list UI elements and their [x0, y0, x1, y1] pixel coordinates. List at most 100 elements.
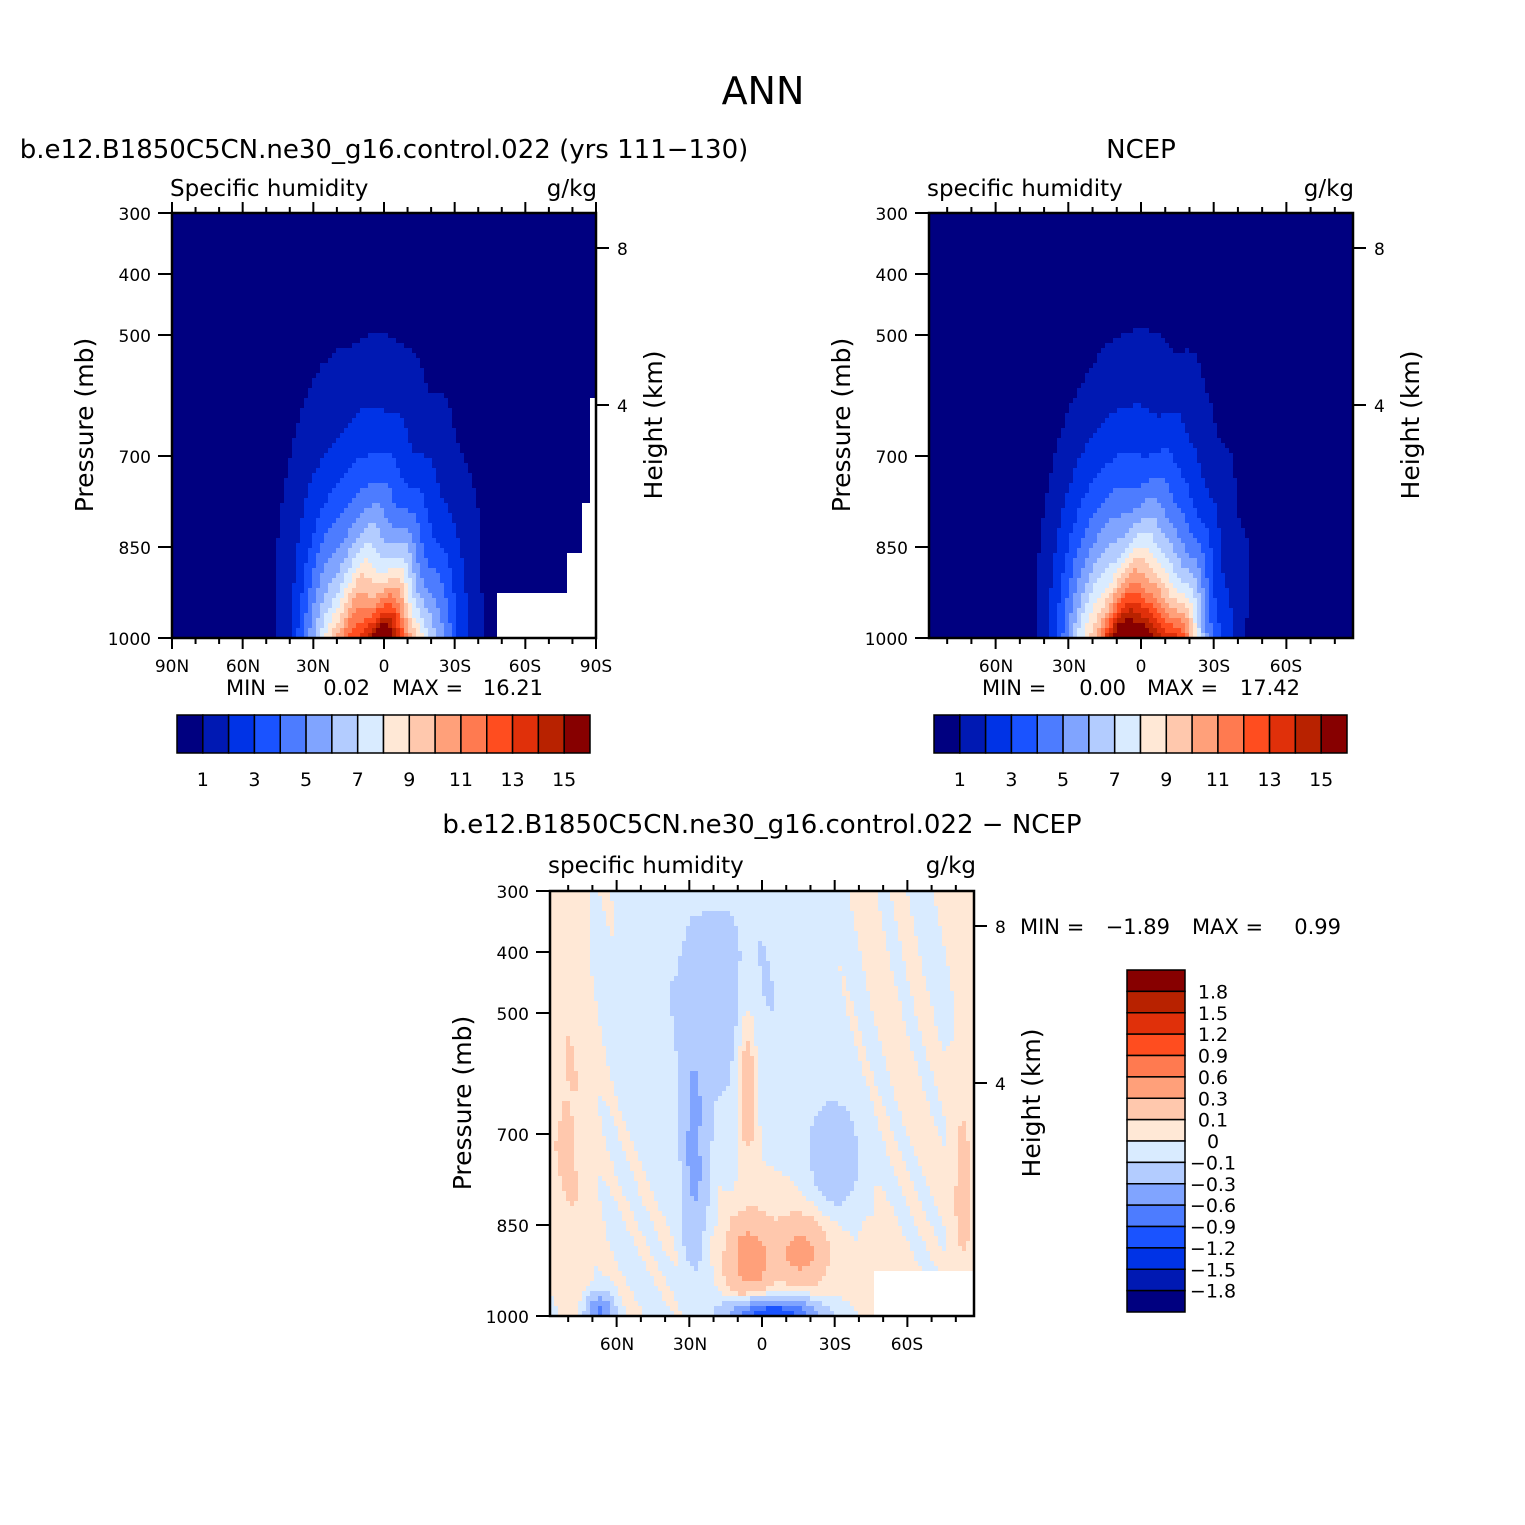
contour-cell: [914, 1051, 927, 1057]
contour-cell: [826, 1231, 851, 1237]
contour-cell: [950, 986, 975, 992]
contour-cell: [710, 1176, 739, 1182]
colorbar-swatch: [1126, 1183, 1186, 1206]
contour-cell: [440, 613, 449, 619]
contour-cell: [550, 1111, 563, 1117]
contour-cell: [332, 613, 341, 619]
contour-cell: [934, 1021, 955, 1027]
contour-cell: [929, 473, 1050, 479]
contour-cell: [682, 1171, 691, 1177]
contour-cell: [934, 896, 975, 902]
contour-cell: [846, 986, 867, 992]
colorbar-swatch: [1268, 714, 1297, 754]
contour-cell: [602, 1036, 675, 1042]
contour-cell: [929, 268, 1354, 274]
contour-cell: [1221, 553, 1250, 559]
contour-cell: [902, 1111, 931, 1117]
contour-cell: [1185, 603, 1194, 609]
contour-cell: [172, 588, 277, 594]
colorbar-label: 1.2: [1198, 1024, 1228, 1046]
contour-cell: [396, 633, 401, 639]
contour-cell: [1209, 493, 1238, 499]
contour-cell: [918, 946, 947, 952]
colorbar-swatch: [1126, 1076, 1186, 1099]
contour-cell: [408, 563, 413, 569]
contour-cell: [1117, 408, 1150, 414]
contour-cell: [364, 543, 373, 549]
contour-cell: [606, 1061, 679, 1067]
contour-cell: [1217, 508, 1238, 514]
contour-cell: [929, 318, 1354, 324]
contour-cell: [662, 1211, 683, 1217]
contour-cell: [890, 1081, 923, 1087]
contour-cell: [1073, 603, 1082, 609]
contour-cell: [682, 951, 743, 957]
contour-cell: [332, 578, 345, 584]
contour-cell: [738, 1121, 743, 1127]
contour-cell: [312, 538, 325, 544]
contour-cell: [452, 573, 465, 579]
contour-cell: [954, 1186, 971, 1192]
contour-cell: [1041, 518, 1062, 524]
contour-cell: [970, 1181, 975, 1187]
contour-cell: [566, 1061, 575, 1067]
contour-cell: [858, 1136, 883, 1142]
contour-cell: [902, 1011, 915, 1017]
contour-cell: [1057, 533, 1070, 539]
contour-cell: [598, 1191, 611, 1197]
contour-cell: [1201, 593, 1206, 599]
contour-cell: [934, 1076, 975, 1082]
contour-cell: [750, 1141, 763, 1147]
contour-cell: [842, 986, 847, 992]
contour-cell: [742, 1091, 755, 1097]
contour-cell: [550, 1121, 559, 1127]
colorbar-swatch: [331, 714, 359, 754]
contour-cell: [408, 598, 417, 604]
contour-cell: [742, 1101, 755, 1107]
contour-cell: [674, 1031, 735, 1037]
colorbar-swatch: [1320, 714, 1348, 754]
contour-cell: [862, 1041, 883, 1047]
contour-cell: [918, 1231, 935, 1237]
contour-cell: [610, 1191, 623, 1197]
contour-cell: [929, 438, 1058, 444]
contour-cell: [1233, 633, 1246, 639]
contour-cell: [742, 1061, 755, 1067]
contour-cell: [1193, 573, 1202, 579]
contour-cell: [710, 1251, 723, 1257]
contour-cell: [1201, 633, 1206, 639]
contour-cell: [352, 558, 365, 564]
contour-cell: [934, 1081, 975, 1087]
contour-cell: [842, 1201, 875, 1207]
contour-cell: [918, 1191, 931, 1197]
contour-cell: [742, 1031, 755, 1037]
contour-cell: [966, 1241, 975, 1247]
contour-cell: [718, 1191, 803, 1197]
contour-cell: [420, 523, 433, 529]
contour-cell: [942, 1141, 947, 1147]
contour-cell: [726, 1241, 739, 1247]
contour-cell: [1085, 558, 1098, 564]
contour-cell: [336, 623, 345, 629]
contour-cell: [926, 1176, 959, 1182]
contour-cell: [710, 1196, 719, 1202]
contour-cell: [420, 628, 429, 634]
colorbar-swatch: [279, 714, 307, 754]
right-tick-label: 8: [617, 240, 628, 260]
contour-cell: [1117, 613, 1122, 619]
contour-cell: [1153, 568, 1166, 574]
contour-cell: [550, 1261, 619, 1267]
contour-cell: [618, 1286, 631, 1292]
contour-cell: [758, 951, 767, 957]
contour-cell: [934, 1261, 975, 1267]
contour-cell: [172, 628, 277, 634]
contour-cell: [874, 1206, 895, 1212]
contour-cell: [1201, 543, 1210, 549]
contour-cell: [602, 1026, 675, 1032]
contour-cell: [1037, 623, 1050, 629]
contour-cell: [930, 991, 955, 997]
contour-cell: [468, 468, 597, 474]
contour-cell: [420, 608, 429, 614]
contour-cell: [1109, 543, 1130, 549]
contour-cell: [324, 618, 333, 624]
